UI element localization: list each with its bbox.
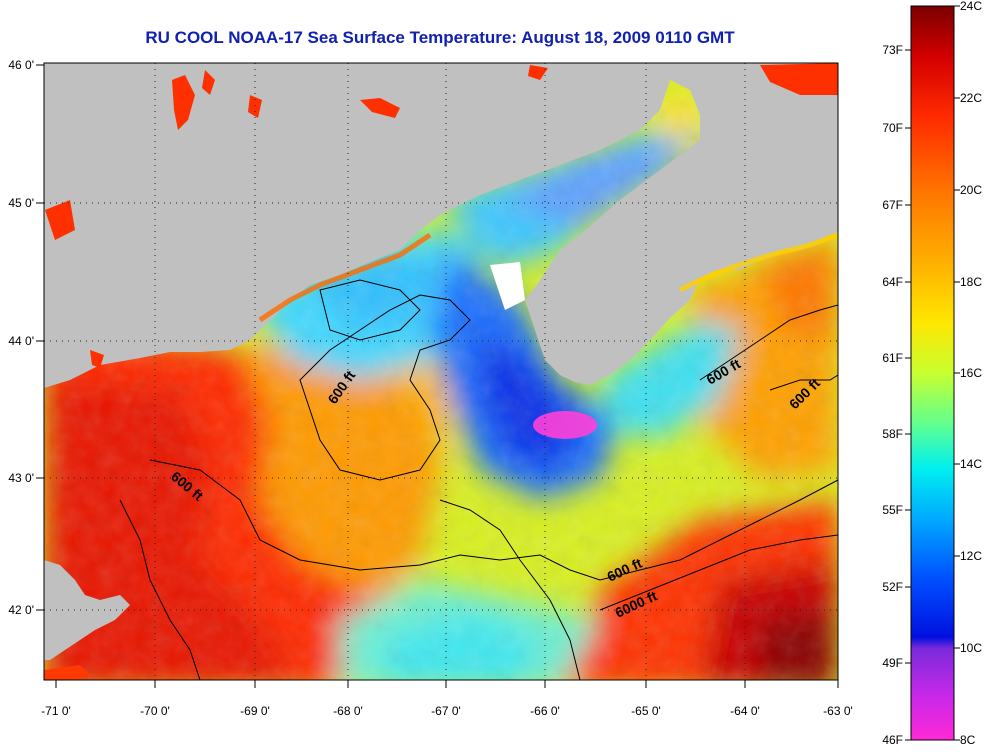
fahrenheit-label: 70F [882,121,903,135]
lon-tick-label: -68 0' [333,704,363,718]
celsius-label: 14C [960,457,982,471]
colorbar-fahrenheit-labels: 73F 70F 67F 64F 61F 58F 55F 52F 49F 46F [882,43,903,747]
lon-tick-label: -66 0' [530,704,560,718]
celsius-label: 10C [960,641,982,655]
colorbar-gradient [910,5,955,741]
island-warm [44,665,90,680]
cloud-patch [490,262,525,310]
coastal-fringe [258,232,432,323]
fahrenheit-label: 46F [882,733,903,747]
bathymetry-contours [119,279,838,680]
celsius-label: 20C [960,183,982,197]
celsius-label: 24C [960,0,982,13]
fahrenheit-label: 58F [882,427,903,441]
fahrenheit-label: 73F [882,43,903,57]
fahrenheit-label: 52F [882,580,903,594]
map-area [44,63,838,680]
lat-tick-label: 44 0' [8,334,34,348]
latitude-axis: 46 0' 45 0' 44 0' 43 0' 42 0' [8,58,34,617]
colorbar-ticks [905,5,960,741]
lon-tick-label: -64 0' [730,704,760,718]
celsius-label: 18C [960,275,982,289]
lon-tick-label: -70 0' [140,704,170,718]
fahrenheit-label: 61F [882,351,903,365]
celsius-label: 12C [960,549,982,563]
lon-tick-label: -69 0' [240,704,270,718]
lon-tick-label: -63 0' [823,704,853,718]
lat-tick-label: 43 0' [8,471,34,485]
lat-tick-label: 42 0' [8,603,34,617]
lon-tick-label: -71 0' [41,704,71,718]
fahrenheit-label: 64F [882,275,903,289]
lon-tick-label: -67 0' [431,704,461,718]
coastal-fringe-ns [678,232,838,293]
axis-ticks [36,64,839,688]
inland-lakes [45,63,838,368]
celsius-label: 8C [960,733,976,747]
cold-spot [533,411,597,439]
lon-tick-label: -65 0' [631,704,661,718]
celsius-label: 22C [960,91,982,105]
fahrenheit-label: 55F [882,503,903,517]
fahrenheit-label: 67F [882,198,903,212]
colorbar: 24C 22C 20C 18C 16C 14C 12C 10C 8C 73F 7… [882,0,982,747]
celsius-label: 16C [960,366,982,380]
graticule [44,63,838,680]
longitude-axis: -71 0' -70 0' -69 0' -68 0' -67 0' -66 0… [41,704,853,718]
colorbar-celsius-labels: 24C 22C 20C 18C 16C 14C 12C 10C 8C [960,0,982,747]
map-frame [43,62,839,681]
map-title: RU COOL NOAA-17 Sea Surface Temperature:… [145,28,735,47]
lat-tick-label: 45 0' [8,196,34,210]
lat-tick-label: 46 0' [8,58,34,72]
fahrenheit-label: 49F [882,656,903,670]
